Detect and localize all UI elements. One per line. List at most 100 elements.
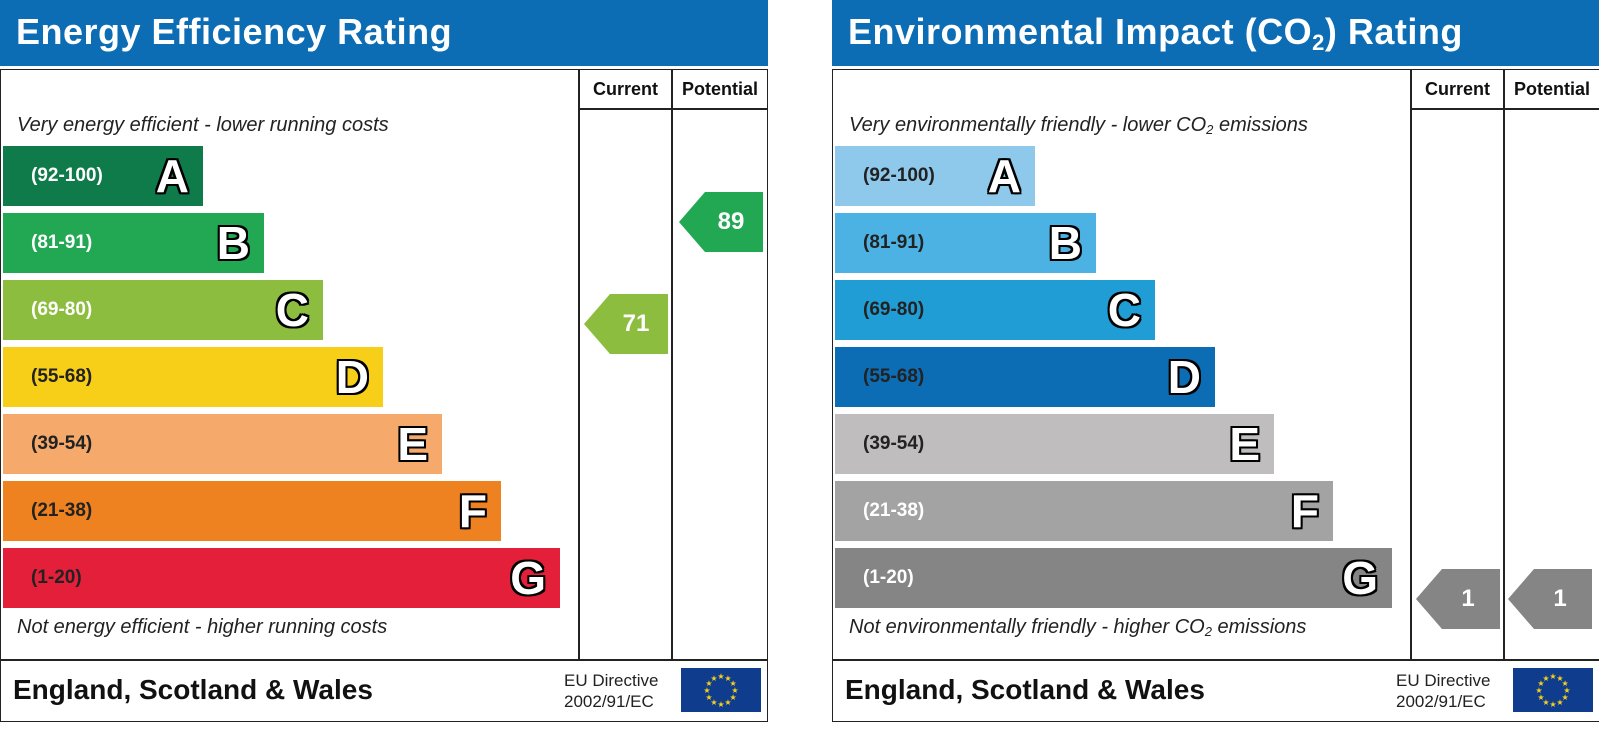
environment-title: Environmental Impact (CO2) Rating <box>848 11 1463 55</box>
svg-text:★: ★ <box>724 674 731 683</box>
svg-text:★: ★ <box>705 693 712 702</box>
environment-eu-directive: EU Directive 2002/91/EC <box>1396 670 1490 712</box>
environment-band-range: (1-20) <box>863 567 914 588</box>
svg-text:★: ★ <box>705 679 712 688</box>
energy-band-letter: D <box>335 351 369 403</box>
energy-band-letter: A <box>155 150 189 202</box>
svg-text:★: ★ <box>724 698 731 707</box>
energy-band-b: (81-91) B <box>3 213 264 273</box>
environment-current-rating: 1 <box>1416 569 1500 629</box>
svg-text:★: ★ <box>710 698 717 707</box>
energy-efficiency-panel: Energy Efficiency Rating Current Potenti… <box>0 0 768 722</box>
environment-band-range: (21-38) <box>863 500 925 521</box>
energy-band-range: (81-91) <box>31 232 93 253</box>
environment-band-range: (69-80) <box>863 299 925 320</box>
energy-band-d: (55-68) D <box>3 347 383 407</box>
svg-text:★: ★ <box>1535 686 1542 695</box>
energy-col-potential: Potential <box>681 79 758 99</box>
environment-col-potential: Potential <box>1513 79 1590 99</box>
environment-band-c: (69-80) C <box>835 280 1155 340</box>
svg-text:★: ★ <box>1556 698 1563 707</box>
svg-text:★: ★ <box>731 686 738 695</box>
environment-band-letter: F <box>1290 485 1319 537</box>
environment-band-letter: B <box>1048 217 1082 269</box>
svg-text:★: ★ <box>1563 686 1570 695</box>
svg-text:★: ★ <box>1562 693 1569 702</box>
environment-band-range: (81-91) <box>863 232 925 253</box>
energy-chart-frame: Current Potential Very energy efficient … <box>0 69 768 722</box>
energy-band-range: (21-38) <box>31 500 93 521</box>
energy-title: Energy Efficiency Rating <box>16 11 453 52</box>
environment-eu-line1: EU Directive <box>1396 671 1491 690</box>
environment-band-letter: D <box>1167 351 1201 403</box>
svg-text:★: ★ <box>710 674 717 683</box>
svg-text:★: ★ <box>1537 679 1544 688</box>
environment-chart-frame: Current Potential Very environmentally f… <box>832 69 1599 722</box>
energy-band-range: (1-20) <box>31 567 82 588</box>
eu-flag-icon: ★ ★ ★ ★ ★ ★ ★ ★ ★ ★ ★ ★ <box>1513 668 1593 712</box>
energy-potential-value: 89 <box>717 208 745 235</box>
environment-band-a: (92-100) A <box>835 146 1035 206</box>
energy-band-e: (39-54) E <box>3 414 442 474</box>
environment-band-g: (1-20) G <box>835 548 1392 608</box>
svg-text:★: ★ <box>1549 672 1556 681</box>
energy-band-range: (92-100) <box>31 165 103 186</box>
svg-text:★: ★ <box>703 686 710 695</box>
environment-potential-value: 1 <box>1553 585 1567 612</box>
energy-eu-directive: EU Directive 2002/91/EC <box>564 670 658 712</box>
energy-band-range: (55-68) <box>31 366 93 387</box>
energy-header: Energy Efficiency Rating <box>0 0 768 66</box>
energy-band-letter: F <box>458 485 487 537</box>
environment-col-current: Current <box>1424 79 1490 99</box>
environment-potential-rating: 1 <box>1508 569 1592 629</box>
environment-band-letter: A <box>987 150 1021 202</box>
environment-band-d: (55-68) D <box>835 347 1215 407</box>
energy-footer-region: England, Scotland & Wales <box>13 674 373 705</box>
energy-band-c: (69-80) C <box>3 280 323 340</box>
environment-bottom-caption: Not environmentally friendly - higher CO… <box>849 616 1307 639</box>
environmental-impact-panel: Environmental Impact (CO2) Rating Curren… <box>832 0 1599 722</box>
environment-current-value: 1 <box>1461 585 1475 612</box>
eu-flag-icon: ★ ★ ★ ★ ★ ★ ★ ★ ★ ★ ★ ★ <box>681 668 761 712</box>
energy-band-letter: C <box>275 284 309 336</box>
energy-eu-line1: EU Directive <box>564 671 659 690</box>
environment-top-caption: Very environmentally friendly - lower CO… <box>849 114 1308 137</box>
environment-band-letter: G <box>1342 552 1378 604</box>
environment-eu-line2: 2002/91/EC <box>1396 692 1486 711</box>
energy-eu-line2: 2002/91/EC <box>564 692 654 711</box>
environment-band-b: (81-91) B <box>835 213 1096 273</box>
energy-band-g: (1-20) G <box>3 548 560 608</box>
energy-band-range: (69-80) <box>31 299 93 320</box>
svg-text:★: ★ <box>1542 674 1549 683</box>
svg-text:★: ★ <box>730 693 737 702</box>
svg-text:★: ★ <box>1562 679 1569 688</box>
energy-band-letter: G <box>510 552 546 604</box>
energy-current-rating: 71 <box>584 294 668 354</box>
environment-footer-region: England, Scotland & Wales <box>845 674 1205 705</box>
energy-bottom-caption: Not energy efficient - higher running co… <box>17 616 388 638</box>
svg-text:★: ★ <box>1556 674 1563 683</box>
energy-band-f: (21-38) F <box>3 481 501 541</box>
energy-potential-rating: 89 <box>679 192 763 252</box>
energy-band-a: (92-100) A <box>3 146 203 206</box>
environment-band-range: (92-100) <box>863 165 935 186</box>
environment-band-range: (55-68) <box>863 366 925 387</box>
svg-text:★: ★ <box>1549 700 1556 709</box>
svg-text:★: ★ <box>730 679 737 688</box>
svg-text:★: ★ <box>1537 693 1544 702</box>
energy-current-value: 71 <box>622 310 650 337</box>
environment-band-letter: C <box>1107 284 1141 336</box>
energy-band-letter: B <box>216 217 250 269</box>
svg-text:★: ★ <box>1542 698 1549 707</box>
environment-band-range: (39-54) <box>863 433 925 454</box>
energy-col-current: Current <box>592 79 658 99</box>
energy-band-range: (39-54) <box>31 433 93 454</box>
environment-band-e: (39-54) E <box>835 414 1274 474</box>
energy-band-letter: E <box>397 418 428 470</box>
environment-header: Environmental Impact (CO2) Rating <box>832 0 1599 66</box>
svg-text:★: ★ <box>717 700 724 709</box>
energy-top-caption: Very energy efficient - lower running co… <box>17 114 389 136</box>
environment-band-letter: E <box>1229 418 1260 470</box>
environment-band-f: (21-38) F <box>835 481 1333 541</box>
svg-text:★: ★ <box>717 672 724 681</box>
